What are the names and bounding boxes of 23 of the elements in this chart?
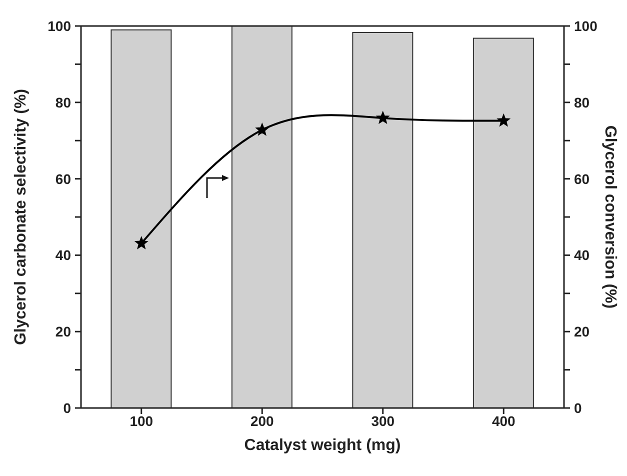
x-tick-label: 400 bbox=[492, 412, 516, 429]
y-tick-label: 20 bbox=[55, 324, 72, 340]
point bbox=[497, 114, 510, 126]
y2-tick-label: 100 bbox=[574, 18, 598, 34]
y2-axis-title: Glycerol conversion (%) bbox=[601, 125, 618, 309]
y2-tick-label: 20 bbox=[574, 324, 590, 340]
x-tick-label: 100 bbox=[130, 412, 154, 429]
y2-tick-label: 40 bbox=[574, 247, 590, 264]
y-tick-label: 60 bbox=[55, 170, 72, 187]
x-tick-label: 200 bbox=[250, 412, 274, 429]
y2-tick-label: 80 bbox=[574, 94, 590, 110]
point bbox=[376, 112, 390, 124]
y2-tick-label: 60 bbox=[574, 170, 590, 187]
x-tick-label: 300 bbox=[371, 412, 395, 429]
y-tick-label: 80 bbox=[55, 94, 72, 110]
y-tick-label: 40 bbox=[55, 247, 72, 264]
y-tick-label: 100 bbox=[48, 18, 72, 34]
y-axis-title: Glycerol carbonate selectivity (%) bbox=[12, 88, 30, 346]
point bbox=[135, 236, 148, 249]
point bbox=[256, 123, 268, 136]
y-tick-label: 0 bbox=[63, 400, 72, 416]
x-axis-title: Catalyst weight (mg) bbox=[244, 437, 401, 454]
y2-tick-label: 0 bbox=[574, 400, 582, 416]
